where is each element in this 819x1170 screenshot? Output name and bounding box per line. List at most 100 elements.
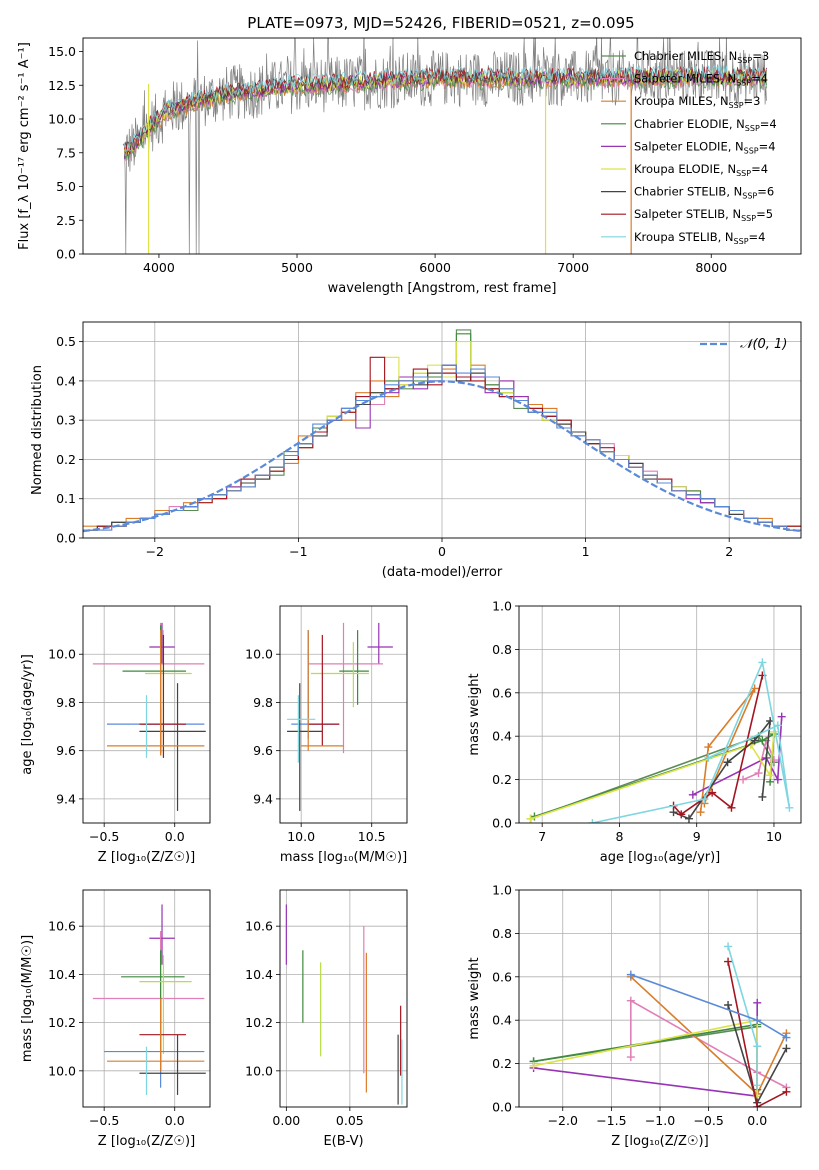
y-tick-label: 10.6 — [245, 919, 273, 934]
x-tick-label: 7000 — [557, 260, 589, 275]
y-tick-label: 0.0 — [492, 816, 512, 831]
mass-weight-series — [533, 1002, 758, 1098]
mass-weight-marker — [739, 775, 748, 784]
y-tick-label: 7.5 — [56, 145, 76, 160]
mass-weight-marker — [758, 658, 767, 667]
legend-label: Kroupa ELODIE, NSSP=4 — [634, 162, 768, 178]
legend-label-text: Salpeter MILES, N — [634, 72, 736, 86]
legend-label-text: Salpeter STELIB, N — [634, 207, 741, 221]
legend-label-text: Chabrier ELODIE, N — [634, 117, 745, 131]
y-axis-label: Normed distribution — [30, 365, 45, 495]
plot-area-age_vs_mass — [287, 622, 393, 811]
y-tick-label: 2.5 — [56, 213, 76, 228]
y-axis-label: mass weight — [467, 673, 482, 755]
model-spectrum-line — [124, 64, 767, 153]
legend-label-text: Kroupa STELIB, N — [634, 230, 734, 244]
axes-frame — [279, 889, 408, 1108]
x-tick-label: 10.5 — [358, 829, 386, 844]
mass-weight-marker — [782, 1044, 791, 1053]
legend-label-subscript: SSP — [729, 101, 744, 110]
axes-frame — [82, 889, 211, 1108]
y-tick-label: 10.0 — [245, 1063, 273, 1078]
mass-weight-series — [727, 961, 787, 1107]
mass-weight-marker — [766, 771, 775, 780]
y-tick-label: 0.0 — [56, 531, 76, 546]
y-tick-label: 0.8 — [492, 642, 512, 657]
mass-weight-marker — [677, 810, 686, 819]
mass-weight-series — [673, 718, 772, 820]
legend-label-subscript: SSP — [742, 192, 757, 201]
legend-label-value: =4 — [749, 230, 766, 244]
y-tick-label: 15.0 — [48, 44, 76, 59]
legend-label-text: Chabrier STELIB, N — [634, 185, 742, 199]
y-tick-label: 10.0 — [48, 1063, 76, 1078]
mass-weight-series — [742, 737, 775, 781]
plot-area-age_vs_Z — [92, 622, 206, 811]
plot-area-massweight_vs_age — [526, 658, 794, 823]
axes-frame — [518, 889, 802, 1108]
x-axis-label: (data-model)/error — [382, 565, 503, 580]
legend-label: Chabrier ELODIE, NSSP=4 — [634, 117, 777, 133]
axes-age_vs_mass: 10.0 10.5 9.4 9.6 9.8 10.0 mass [log₁₀(M/M☉)] — [245, 605, 408, 865]
mass-weight-marker — [782, 1087, 791, 1096]
mass-weight-marker — [753, 1081, 762, 1090]
mass-weight-marker — [758, 736, 767, 745]
y-tick-label: 1.0 — [492, 599, 512, 614]
x-tick-label: 2 — [725, 544, 733, 559]
y-axis-label: mass [log₁₀(M/M☉)] — [20, 935, 35, 1062]
y-tick-label: 12.5 — [48, 78, 76, 93]
axes-frame — [82, 37, 802, 255]
figure-title: PLATE=0973, MJD=52426, FIBERID=0521, z=0… — [247, 14, 634, 32]
mass-weight-marker — [753, 998, 762, 1007]
y-tick-label: 10.4 — [48, 967, 76, 982]
x-tick-label: 6000 — [419, 260, 451, 275]
mass-weight-marker — [724, 942, 733, 951]
legend-label-text: Salpeter ELODIE, N — [634, 139, 744, 153]
mass-weight-marker — [696, 808, 705, 817]
x-tick-label: 0.0 — [165, 1113, 185, 1128]
x-tick-label: −1 — [289, 544, 307, 559]
y-tick-label: 0.5 — [56, 334, 76, 349]
mass-weight-marker — [684, 814, 693, 823]
legend-label-text: Kroupa ELODIE, N — [634, 162, 736, 176]
legend-label-subscript: SSP — [741, 214, 756, 223]
plot-area-mass_vs_Z — [92, 904, 206, 1095]
y-axis-label: age [log₁₀(age/yr)] — [20, 654, 35, 775]
x-tick-label: −2 — [146, 544, 164, 559]
mass-weight-marker — [724, 957, 733, 966]
y-tick-label: 10.0 — [48, 647, 76, 662]
y-tick-label: 9.6 — [56, 743, 76, 758]
legend-label-subscript: SSP — [736, 169, 751, 178]
legend-label-value: =3 — [744, 94, 761, 108]
y-tick-label: 0.4 — [492, 729, 512, 744]
x-tick-label: 0.0 — [747, 1113, 767, 1128]
x-axis-label: Z [log₁₀(Z/Z☉)] — [98, 850, 195, 865]
mass-weight-marker — [754, 769, 763, 778]
x-tick-label: −0.5 — [89, 829, 119, 844]
legend-label: Kroupa STELIB, NSSP=4 — [634, 230, 765, 246]
mass-weight-marker — [708, 788, 717, 797]
mass-weight-marker — [753, 1103, 762, 1107]
mass-weight-marker — [626, 970, 635, 979]
plot-area-massweight_vs_Z — [529, 942, 791, 1107]
axes-massweight_vs_Z: −2.0 −1.5 −1.0 −0.5 0.0 0.0 0.2 0.4 0.6 0.8 1.0 Z [… — [467, 883, 802, 1149]
y-tick-label: 0.2 — [492, 772, 512, 787]
mass-weight-series — [630, 999, 787, 1089]
x-axis-label: wavelength [Angstrom, rest frame] — [328, 281, 557, 296]
axes-residuals: −2 −1 0 1 2 0.0 0.1 0.2 0.3 0.4 0.5 (data-model)/er… — [30, 321, 802, 580]
mass-weight-marker — [723, 758, 732, 767]
x-tick-label: 10 — [766, 829, 782, 844]
x-tick-label: 9 — [693, 829, 701, 844]
y-tick-label: 0.2 — [56, 452, 76, 467]
axes-frame — [82, 321, 802, 539]
x-tick-label: 0.0 — [165, 829, 185, 844]
mass-weight-marker — [526, 814, 535, 823]
mass-weight-series — [533, 1023, 758, 1090]
legend-label-value: =3 — [752, 49, 769, 63]
x-tick-label: −1.0 — [645, 1113, 675, 1128]
legend-label: 𝒩(0, 1) — [740, 337, 787, 352]
y-tick-label: 9.4 — [56, 791, 76, 806]
y-tick-label: 1.0 — [492, 883, 512, 898]
x-axis-label: Z [log₁₀(Z/Z☉)] — [98, 1134, 195, 1149]
